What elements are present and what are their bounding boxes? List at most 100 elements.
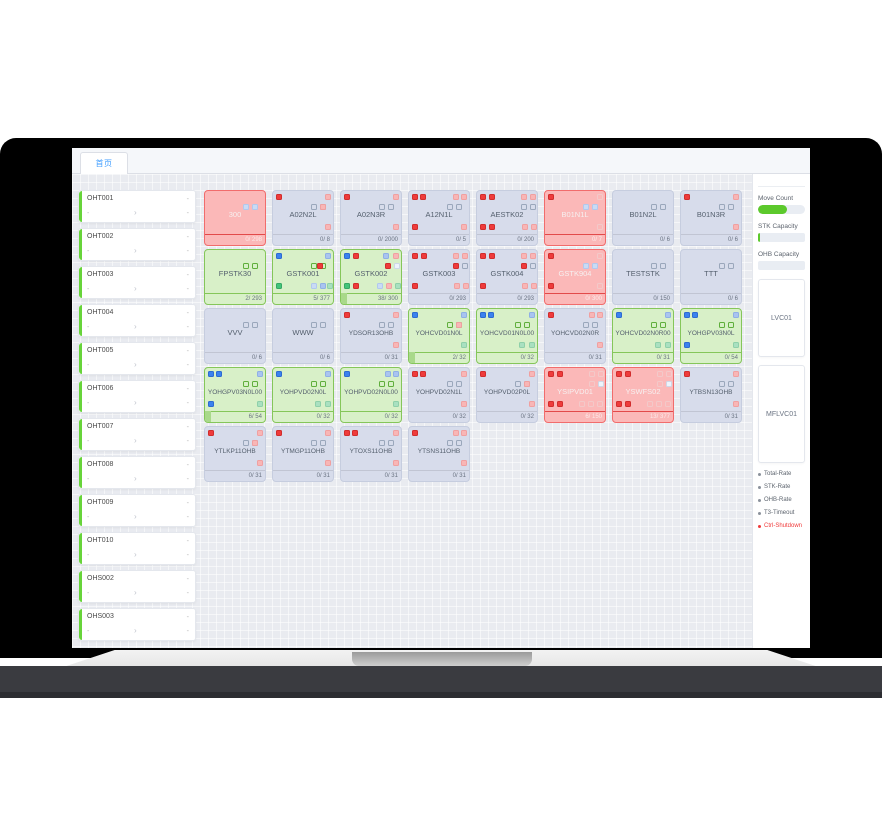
vehicle-card[interactable]: OHT009 - - › - — [78, 494, 196, 527]
status-chip — [647, 401, 653, 407]
station-card[interactable]: B01N2L 0/ 6 — [612, 190, 674, 246]
vehicle-card[interactable]: OHT007 - - › - — [78, 418, 196, 451]
station-card[interactable]: YOHCVD02N0R 0/ 31 — [544, 308, 606, 364]
chevron-right-icon[interactable]: › — [134, 246, 137, 255]
station-count: 0/ 298 — [205, 234, 265, 245]
legend-item[interactable]: Ctrl-Shutdown — [758, 523, 805, 529]
station-card[interactable]: YSIPVD01 6/ 150 — [544, 367, 606, 423]
status-chip — [521, 263, 527, 269]
station-card[interactable]: YTOXS11OHB 0/ 31 — [340, 426, 402, 482]
station-card[interactable]: A12N1L 0/ 5 — [408, 190, 470, 246]
status-chip — [719, 322, 725, 328]
chevron-right-icon[interactable]: › — [134, 322, 137, 331]
vehicle-card[interactable]: OHT004 - - › - — [78, 304, 196, 337]
status-chip — [344, 283, 350, 289]
station-count: 0/ 6 — [681, 234, 741, 245]
station-card[interactable]: YTLKP11OHB 0/ 31 — [204, 426, 266, 482]
chevron-right-icon[interactable]: › — [134, 550, 137, 559]
vehicle-card[interactable]: OHT001 - - › - — [78, 190, 196, 223]
station-card[interactable]: B01N1L 0/ 7 — [544, 190, 606, 246]
chevron-right-icon[interactable]: › — [134, 360, 137, 369]
station-name: YTMGP11OHB — [281, 448, 325, 455]
vehicle-card[interactable]: OHT003 - - › - — [78, 266, 196, 299]
station-card[interactable]: B01N3R 0/ 6 — [680, 190, 742, 246]
status-chip — [548, 253, 554, 259]
station-name: AESTK02 — [490, 211, 524, 219]
station-card[interactable]: YOHCVD01N0L00 0/ 32 — [476, 308, 538, 364]
vehicle-meta-right2: - — [186, 590, 189, 597]
status-chip — [665, 312, 671, 318]
chevron-right-icon[interactable]: › — [134, 436, 137, 445]
station-card[interactable]: YOHCVD01N0L 2/ 32 — [408, 308, 470, 364]
station-name: YDSOR13OHB — [348, 330, 394, 337]
chevron-right-icon[interactable]: › — [134, 284, 137, 293]
equipment-card[interactable]: MFLVC01 — [758, 365, 805, 463]
status-chip — [320, 381, 326, 387]
station-card[interactable]: GSTK002 38/ 300 — [340, 249, 402, 305]
station-name: GSTK001 — [286, 270, 320, 278]
vehicle-card[interactable]: OHT002 - - › - — [78, 228, 196, 261]
equipment-card[interactable]: LVC01 — [758, 279, 805, 357]
vehicle-card[interactable]: OHS003 - - › - — [78, 608, 196, 641]
station-card[interactable]: YDSOR13OHB 0/ 31 — [340, 308, 402, 364]
chevron-right-icon[interactable]: › — [134, 208, 137, 217]
station-card[interactable]: YOHGPV03N0L 0/ 54 — [680, 308, 742, 364]
station-card[interactable]: GSTK904 0/ 300 — [544, 249, 606, 305]
station-card[interactable]: YOHPVD02P0L 0/ 32 — [476, 367, 538, 423]
status-chip — [728, 263, 734, 269]
station-card[interactable]: TTT 0/ 6 — [680, 249, 742, 305]
chevron-right-icon[interactable]: › — [134, 474, 137, 483]
station-card[interactable]: TESTSTK 0/ 150 — [612, 249, 674, 305]
station-card[interactable]: YTMGP11OHB 0/ 31 — [272, 426, 334, 482]
station-card[interactable]: GSTK003 0/ 293 — [408, 249, 470, 305]
tab-home[interactable]: 首页 — [80, 152, 128, 174]
gauge-label: Move Count — [758, 195, 794, 202]
vehicle-card[interactable]: OHT005 - - › - — [78, 342, 196, 375]
vehicle-status-bar — [79, 381, 82, 412]
chevron-right-icon[interactable]: › — [134, 398, 137, 407]
station-name: 300 — [228, 211, 242, 219]
station-card[interactable]: YOHGPV03N0L00 6/ 54 — [204, 367, 266, 423]
status-chip — [320, 440, 326, 446]
status-chip — [660, 263, 666, 269]
equipment-card-title: MFLVC01 — [766, 410, 797, 418]
vehicle-card[interactable]: OHS002 - - › - — [78, 570, 196, 603]
status-chip — [320, 322, 326, 328]
station-card[interactable]: YOHPVD02N0L 0/ 32 — [272, 367, 334, 423]
station-count: 0/ 8 — [273, 234, 333, 245]
status-chip — [463, 283, 469, 289]
station-card[interactable]: YTSNS11OHB 0/ 31 — [408, 426, 470, 482]
status-chip — [379, 322, 385, 328]
station-card[interactable]: YOHCVD02N0R00 0/ 31 — [612, 308, 674, 364]
chevron-right-icon[interactable]: › — [134, 588, 137, 597]
status-chip — [383, 253, 389, 259]
station-card[interactable]: YSWFS02 13/ 377 — [612, 367, 674, 423]
station-card[interactable]: VVV 0/ 6 — [204, 308, 266, 364]
station-card[interactable]: AESTK02 0/ 200 — [476, 190, 538, 246]
chevron-right-icon[interactable]: › — [134, 512, 137, 521]
vehicle-card[interactable]: OHT010 - - › - — [78, 532, 196, 565]
station-card[interactable]: A02N3R 0/ 2000 — [340, 190, 402, 246]
vehicle-id: OHT008 — [87, 461, 114, 468]
legend-item[interactable]: STK-Rate — [758, 484, 805, 490]
station-card[interactable]: YOHPVD02N1L 0/ 32 — [408, 367, 470, 423]
status-chip — [733, 224, 739, 230]
station-card[interactable]: A02N2L 0/ 8 — [272, 190, 334, 246]
station-count: 0/ 7 — [545, 234, 605, 245]
status-chip — [344, 312, 350, 318]
legend-item[interactable]: Total-Rate — [758, 471, 805, 477]
status-chip — [208, 430, 214, 436]
vehicle-card[interactable]: OHT006 - - › - — [78, 380, 196, 413]
legend-item[interactable]: OHB-Rate — [758, 497, 805, 503]
chevron-right-icon[interactable]: › — [134, 626, 137, 635]
station-card[interactable]: GSTK001 5/ 377 — [272, 249, 334, 305]
station-card[interactable]: YTBSN13OHB 0/ 31 — [680, 367, 742, 423]
station-card[interactable]: YOHPVD02N0L00 0/ 32 — [340, 367, 402, 423]
station-card[interactable]: GSTK004 0/ 293 — [476, 249, 538, 305]
station-card[interactable]: WWW 0/ 6 — [272, 308, 334, 364]
station-card[interactable]: FPSTK30 2/ 293 — [204, 249, 266, 305]
vehicle-card[interactable]: OHT008 - - › - — [78, 456, 196, 489]
station-name: YTBSN13OHB — [689, 389, 733, 396]
legend-item[interactable]: T3-Timeout — [758, 510, 805, 516]
station-card[interactable]: 300 0/ 298 — [204, 190, 266, 246]
